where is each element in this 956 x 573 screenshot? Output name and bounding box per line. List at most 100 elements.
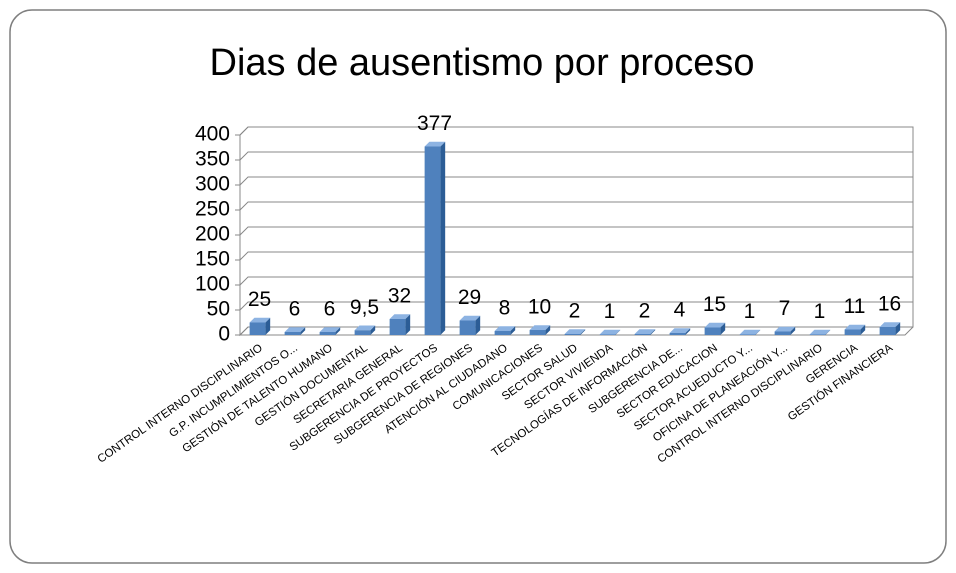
grid-line [239, 301, 913, 311]
data-label: 7 [779, 297, 791, 320]
bar-face [529, 330, 546, 335]
bar-face [265, 317, 271, 335]
y-tick-label: 300 [195, 173, 230, 196]
bar [564, 329, 586, 335]
bar-face [510, 326, 516, 335]
bar-face [284, 332, 301, 335]
bar [389, 314, 411, 335]
bar-face [389, 314, 411, 319]
data-label: 25 [248, 288, 271, 311]
bar-face [685, 328, 691, 335]
bar-face [564, 334, 581, 335]
chart-title: Dias de ausentismo por proceso [210, 42, 755, 84]
bar-face [494, 326, 516, 331]
bar [319, 327, 341, 335]
bar-face [844, 329, 861, 335]
bar-face [739, 329, 761, 335]
bar-face [529, 325, 551, 330]
bar-face [879, 322, 901, 327]
bar [844, 324, 866, 335]
data-label: 2 [569, 300, 581, 323]
bar-face [669, 333, 686, 335]
bar-face [860, 324, 866, 335]
grid-line [239, 226, 913, 236]
y-tick-label: 350 [195, 148, 230, 171]
bar [249, 317, 271, 335]
bar-face [494, 331, 511, 335]
bar [424, 141, 446, 335]
grid-line [239, 276, 913, 286]
y-tick-label: 250 [195, 198, 230, 221]
data-label: 11 [844, 295, 866, 318]
data-label: 29 [458, 286, 481, 309]
bar-face [475, 315, 481, 335]
bar-face [704, 322, 726, 328]
bar-face [335, 327, 341, 335]
bar-face [249, 317, 271, 323]
bar [879, 322, 901, 335]
bar-face [424, 146, 441, 335]
grid-line [239, 201, 913, 211]
bar-face [634, 329, 656, 334]
bar-face [459, 320, 476, 335]
grid-line [239, 251, 913, 261]
data-label: 1 [744, 300, 756, 323]
bar-face [459, 315, 481, 321]
data-label: 6 [289, 298, 301, 321]
bar-face [774, 326, 796, 332]
grid-line [239, 326, 913, 336]
chart-frame [9, 9, 947, 564]
data-label: 1 [604, 300, 616, 323]
data-label: 6 [324, 298, 336, 321]
y-tick-label: 200 [195, 223, 230, 246]
bar-face [809, 334, 826, 335]
bar-face [599, 329, 621, 335]
bar [809, 329, 831, 335]
y-tick-label: 0 [218, 323, 230, 346]
bar-face [720, 322, 726, 335]
data-label: 16 [878, 293, 901, 316]
data-label: 8 [499, 297, 511, 320]
bar-face [300, 327, 306, 335]
bar [284, 327, 306, 335]
bar-face [844, 324, 866, 330]
bar-face [319, 332, 336, 335]
bar-face [354, 325, 376, 331]
data-label: 15 [703, 293, 726, 316]
y-tick-label: 100 [195, 273, 230, 296]
data-label: 377 [417, 112, 452, 135]
bar-face [774, 331, 791, 335]
bar [739, 329, 761, 335]
bar-face [634, 334, 651, 335]
bar-face [790, 326, 796, 335]
bar-face [615, 329, 621, 335]
data-label: 4 [674, 299, 686, 322]
bar-face [599, 334, 616, 335]
bar-face [564, 329, 586, 334]
bar-face [354, 330, 371, 335]
bar-face [284, 327, 306, 332]
data-label: 2 [639, 300, 651, 323]
bar-face [879, 327, 896, 335]
bar-face [669, 328, 691, 333]
bar [529, 325, 551, 335]
bar-face [319, 327, 341, 332]
y-tick-label: 400 [195, 123, 230, 146]
bar-face [424, 141, 446, 147]
bar-face [440, 141, 446, 335]
grid-line [239, 176, 913, 186]
bar-face [755, 329, 761, 335]
bar [459, 315, 481, 335]
data-label: 1 [814, 300, 826, 323]
bar [634, 329, 656, 335]
bar [354, 325, 376, 335]
bar-face [650, 329, 656, 335]
grid-line [239, 126, 913, 136]
bar-face [739, 334, 756, 335]
data-label: 9,5 [350, 296, 379, 319]
data-label: 32 [388, 285, 411, 308]
bar [704, 322, 726, 335]
bar-face [405, 314, 411, 335]
